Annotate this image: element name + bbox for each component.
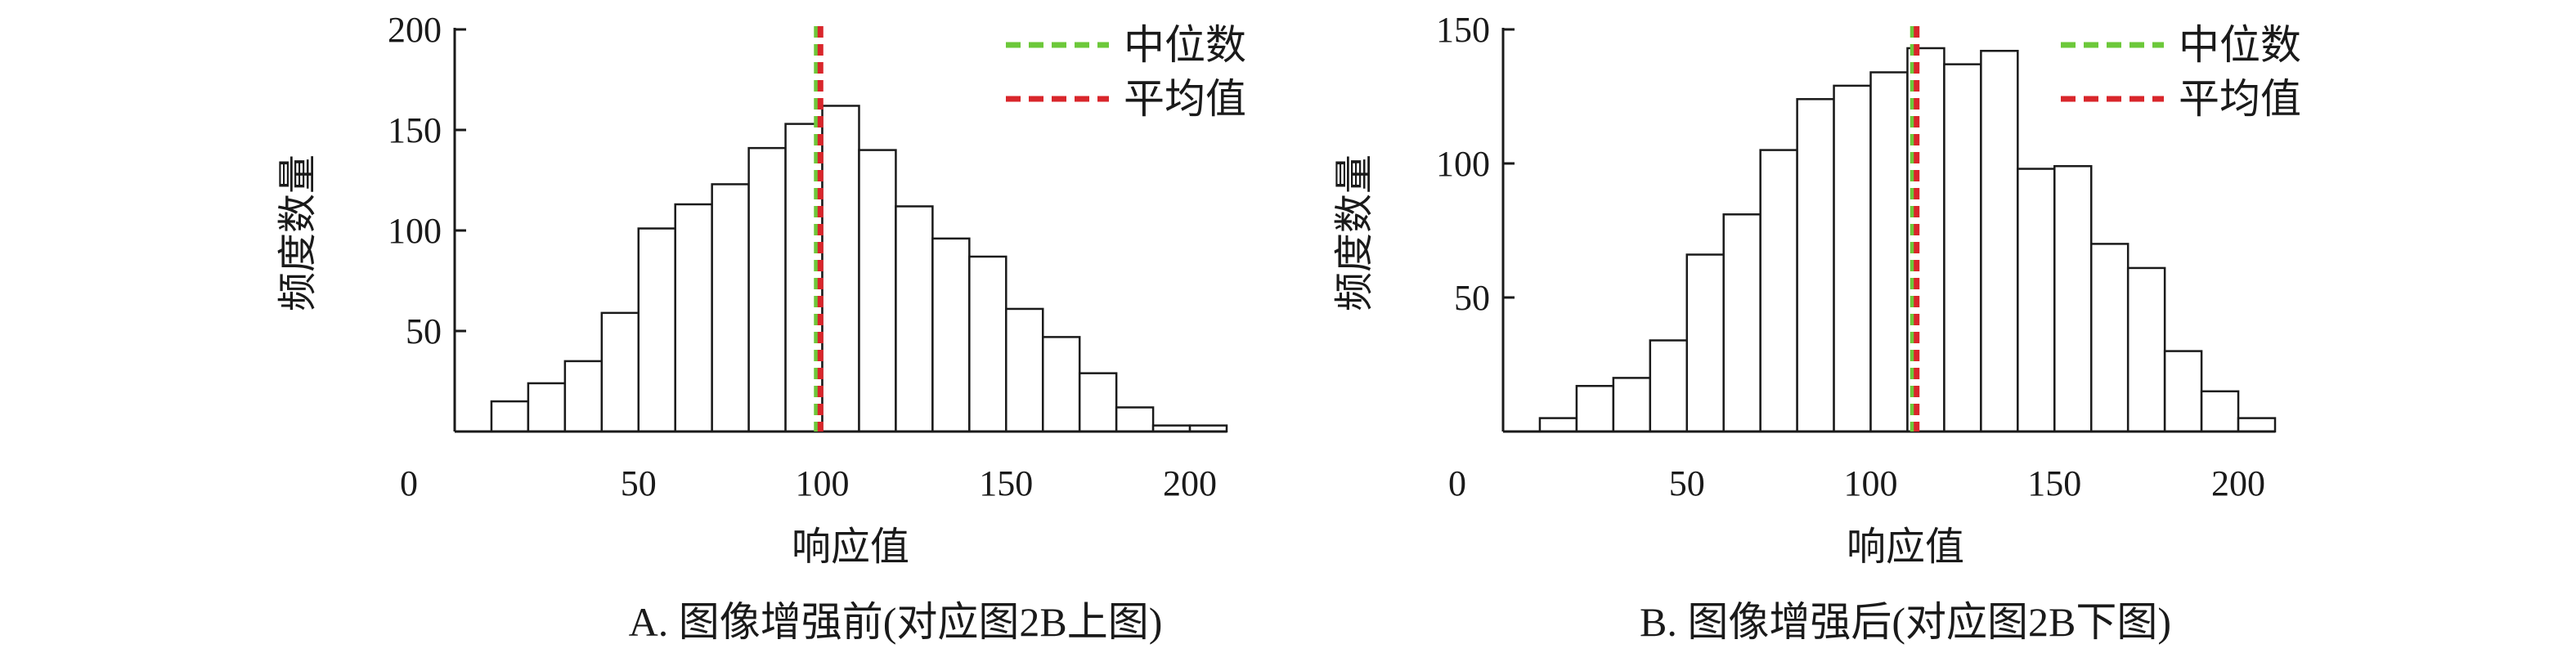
histogram-bar	[1612, 377, 1652, 433]
histogram-bar	[1833, 84, 1872, 433]
y-axis-label: 频度数量	[276, 154, 320, 311]
histogram-bar	[674, 203, 713, 433]
histogram-bar	[563, 360, 604, 433]
y-tick-label: 100	[388, 211, 442, 251]
y-origin-label: 0	[400, 463, 418, 503]
histogram-bar	[1906, 47, 1945, 433]
histogram-bar	[1115, 406, 1155, 433]
histogram-bar	[1041, 336, 1081, 433]
histogram-bar	[1796, 98, 1835, 433]
histogram-bar	[711, 183, 750, 433]
y-origin-label: 0	[1448, 463, 1466, 503]
histogram-bar	[2237, 417, 2277, 433]
legend-label: 中位数	[1124, 22, 1246, 68]
y-axis-label: 频度数量	[1333, 154, 1376, 311]
histogram-bar	[1980, 49, 2019, 433]
histogram-bar	[2126, 266, 2166, 433]
x-tick-label: 50	[1669, 463, 1705, 503]
histogram-bar	[1649, 339, 1689, 433]
histogram-bar	[2053, 165, 2093, 433]
histogram-bar	[1078, 372, 1118, 433]
histogram-bar	[858, 149, 897, 433]
y-tick-label: 150	[1436, 10, 1490, 50]
histogram-bar	[931, 237, 971, 433]
x-tick-label: 100	[796, 463, 850, 503]
histogram-bar	[2200, 390, 2240, 433]
histogram-bar	[1575, 384, 1615, 433]
histogram-bar	[527, 382, 567, 433]
x-tick-label: 200	[2211, 463, 2265, 503]
y-tick-label: 100	[1436, 144, 1490, 184]
x-axis-label: 响应值	[792, 526, 909, 569]
chart-caption: B. 图像增强后(对应图2B下图)	[1640, 599, 2171, 645]
histogram-bar	[600, 311, 640, 433]
histogram-bar	[637, 227, 676, 433]
chart-caption: A. 图像增强前(对应图2B上图)	[629, 599, 1163, 645]
histogram-bar	[895, 205, 934, 433]
y-tick-label: 150	[388, 110, 442, 150]
histogram-bar	[1722, 213, 1761, 433]
histogram-bar	[2017, 168, 2056, 433]
y-tick-label: 50	[1454, 278, 1490, 318]
x-tick-label: 200	[1163, 463, 1217, 503]
legend-label: 中位数	[2179, 22, 2301, 68]
histogram-bar	[968, 255, 1008, 433]
histogram-bar	[1005, 307, 1044, 433]
x-tick-label: 50	[621, 463, 657, 503]
legend-label: 平均值	[2179, 76, 2301, 122]
histogram-bar	[821, 105, 860, 433]
histogram-bar	[2163, 350, 2203, 433]
y-tick-label: 200	[388, 10, 442, 50]
histogram-bar	[490, 400, 530, 433]
histogram-bar	[1685, 253, 1725, 433]
histogram-bar	[1943, 63, 1982, 433]
histogram-bar	[1538, 417, 1578, 433]
histogram-bar	[1869, 71, 1909, 433]
y-tick-label: 50	[406, 311, 442, 351]
histogram-bar	[1759, 149, 1798, 433]
histogram-bar	[747, 146, 787, 433]
x-tick-label: 150	[2027, 463, 2081, 503]
legend-label: 平均值	[1124, 76, 1246, 122]
x-axis-label: 响应值	[1847, 526, 1964, 569]
x-tick-label: 100	[1844, 463, 1898, 503]
x-tick-label: 150	[979, 463, 1033, 503]
histogram-bar	[2089, 243, 2129, 433]
